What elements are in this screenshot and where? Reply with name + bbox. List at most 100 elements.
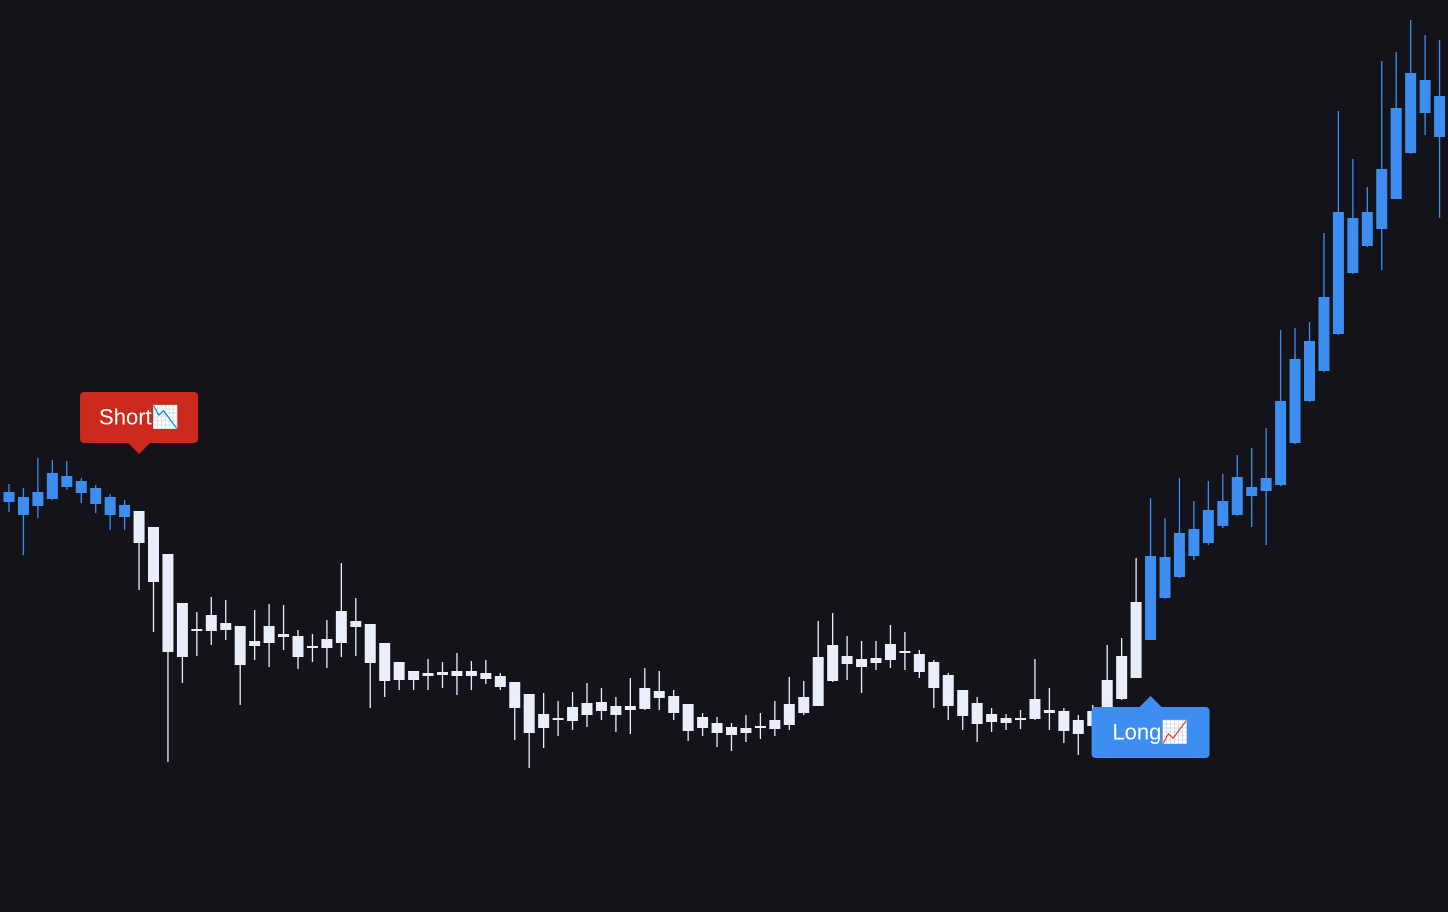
candle-body <box>971 703 983 724</box>
candle-body <box>75 481 87 493</box>
candle-body <box>942 675 954 706</box>
candle-body <box>1318 297 1330 371</box>
candle-body <box>595 702 607 711</box>
candle-body <box>899 651 911 653</box>
candle-body <box>278 634 290 637</box>
candle-body <box>379 643 391 681</box>
candle-body <box>133 511 145 543</box>
candle-body <box>1347 218 1359 273</box>
candle-body <box>1058 711 1070 731</box>
candle-body <box>1361 212 1373 246</box>
candle-body <box>162 554 174 652</box>
candle-body <box>1260 478 1272 491</box>
candle-body <box>827 645 839 681</box>
annotation-pointer <box>1139 696 1162 707</box>
candle-body <box>1332 212 1344 334</box>
candle-body <box>697 717 709 728</box>
candle-body <box>1000 718 1012 723</box>
candle-body <box>1072 720 1084 734</box>
candle-body <box>1015 718 1026 720</box>
candle-body <box>1376 169 1388 229</box>
candle-body <box>841 656 853 664</box>
candle-body <box>856 659 868 667</box>
candle-body <box>451 671 463 676</box>
candle-body <box>726 727 737 735</box>
candle-body <box>234 626 246 665</box>
candle-body <box>1275 401 1287 485</box>
candle-body <box>884 644 896 660</box>
candle-body <box>494 676 506 687</box>
candle-body <box>1434 96 1446 137</box>
candle-body <box>1145 556 1157 640</box>
candle-body <box>581 703 593 715</box>
candle-body <box>46 473 58 499</box>
candle-body <box>32 492 44 506</box>
candle-body <box>870 658 882 663</box>
candle-body <box>1116 656 1128 699</box>
candle-body <box>465 671 477 676</box>
candle-body <box>148 527 159 582</box>
candle-body <box>1289 359 1301 443</box>
candle-body <box>1405 73 1417 153</box>
candle-body <box>624 706 636 710</box>
candle-body <box>928 662 940 688</box>
candle-body <box>437 672 448 675</box>
candle-body <box>567 707 579 721</box>
candle-body <box>957 690 969 716</box>
candle-body <box>1419 80 1431 113</box>
candle-body <box>653 691 665 698</box>
annotation-box <box>80 392 199 443</box>
candle-body <box>1043 710 1055 713</box>
candle-body <box>769 720 781 729</box>
candle-body <box>812 657 824 706</box>
candle-body <box>798 697 810 713</box>
candle-body <box>292 636 304 657</box>
candle-body <box>1130 602 1142 678</box>
candle-body <box>350 621 362 627</box>
candle-body <box>610 706 622 715</box>
annotation-box <box>1091 707 1210 758</box>
candle-body <box>682 704 694 731</box>
candle-body <box>3 492 15 502</box>
candle-body <box>1231 477 1243 515</box>
candle-body <box>639 688 651 709</box>
candle-body <box>1304 341 1315 401</box>
annotation-pointer <box>128 443 151 454</box>
candle-body <box>538 714 550 728</box>
candle-body <box>17 497 29 515</box>
candle-body <box>393 662 405 680</box>
candle-body <box>61 476 73 487</box>
candle-body <box>263 626 275 643</box>
candle-body <box>523 694 535 733</box>
candle-body <box>176 603 188 657</box>
candle-body <box>321 639 333 648</box>
candle-body <box>986 714 998 722</box>
candle-body <box>1101 680 1113 708</box>
candle-body <box>480 673 492 679</box>
candle-body <box>552 718 564 720</box>
annotation-label: Long📈 <box>1112 719 1188 744</box>
candle-body <box>306 646 318 648</box>
candle-body <box>509 682 521 708</box>
candle-body <box>408 671 420 680</box>
candle-body <box>668 696 680 713</box>
candle-body <box>1173 533 1185 577</box>
candle-body <box>1188 529 1200 556</box>
candle-body <box>1029 699 1041 719</box>
candle-body <box>205 615 217 631</box>
candle-body <box>1202 510 1214 543</box>
candle-body <box>335 611 347 643</box>
candle-body <box>913 654 925 672</box>
candle-body <box>1390 108 1402 199</box>
candle-body <box>754 726 766 728</box>
candle-body <box>220 623 232 630</box>
candle-body <box>191 629 203 631</box>
candle-body <box>422 673 434 676</box>
candle-body <box>364 624 376 663</box>
candle-body <box>783 704 795 725</box>
candle-body <box>90 488 102 504</box>
candle-body <box>740 728 752 733</box>
candle-body <box>711 723 723 733</box>
